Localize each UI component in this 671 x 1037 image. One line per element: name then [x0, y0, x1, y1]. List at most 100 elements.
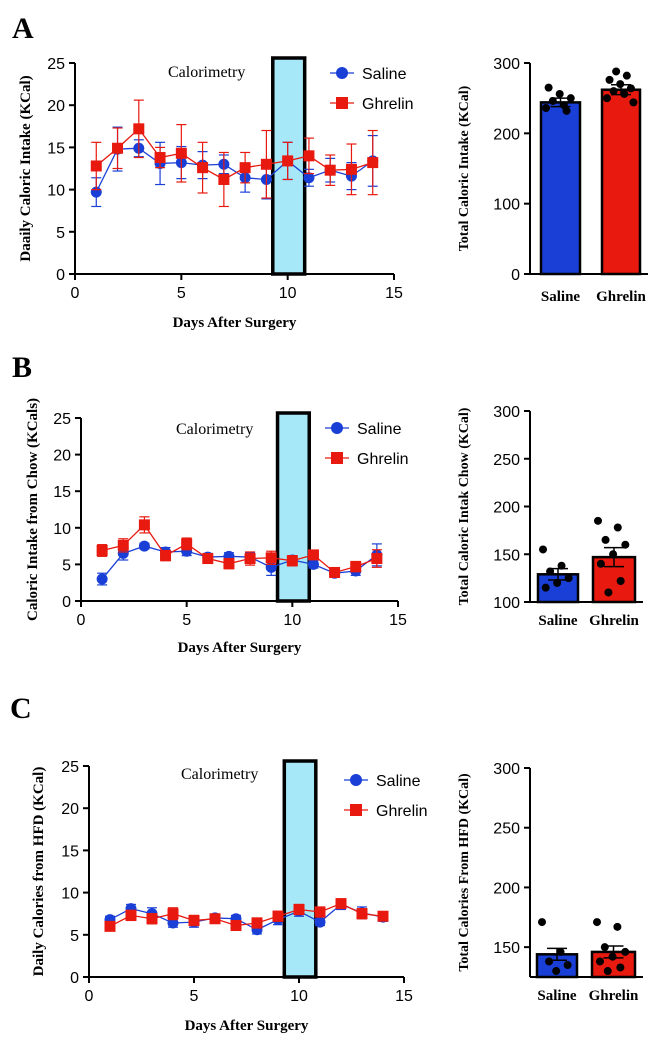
legend-marker-saline — [331, 422, 343, 434]
individual-point — [553, 578, 562, 587]
data-point-ghrelin — [329, 566, 341, 578]
data-point-ghrelin — [286, 555, 298, 567]
legend-label-ghrelin: Ghrelin — [357, 451, 409, 468]
y-tick-label: 15 — [53, 484, 71, 501]
individual-point — [613, 922, 622, 931]
y-tick-label: 0 — [56, 267, 65, 284]
individual-point — [548, 96, 557, 105]
individual-point — [601, 535, 610, 544]
individual-point — [629, 98, 638, 107]
y-tick-label: 15 — [47, 140, 65, 157]
data-point-ghrelin — [125, 909, 137, 921]
individual-point — [616, 963, 625, 972]
data-point-ghrelin — [265, 552, 277, 564]
data-point-ghrelin — [104, 920, 116, 932]
y-tick-label: 250 — [493, 821, 520, 838]
data-point-ghrelin — [282, 155, 294, 167]
legend-marker-ghrelin — [336, 97, 348, 109]
y-tick-label: 25 — [53, 411, 71, 428]
calorimetry-annotation: Calorimetry — [176, 421, 253, 438]
y-tick-label: 200 — [493, 880, 520, 897]
y-tick-label: 150 — [493, 940, 520, 957]
category-label-saline: Saline — [538, 613, 578, 629]
individual-point — [544, 83, 553, 92]
y-tick-label: 100 — [493, 595, 520, 612]
line-chart-panel-c: 0 5 10 15 20 25 0 5 10 15 Daily Calories from HFD … — [31, 759, 428, 1034]
x-axis-label: Days After Surgery — [173, 315, 297, 331]
individual-point — [538, 918, 546, 927]
data-point-ghrelin — [367, 157, 379, 169]
data-point-ghrelin — [117, 539, 129, 551]
individual-point — [621, 540, 630, 549]
y-axis-label: Caloric Intake from Chow (KCals) — [25, 398, 41, 621]
individual-point — [556, 947, 565, 956]
category-label-saline: Saline — [541, 289, 581, 305]
data-point-ghrelin — [209, 913, 221, 925]
x-tick-label: 0 — [71, 285, 80, 302]
y-tick-label: 150 — [493, 547, 520, 564]
data-point-ghrelin — [202, 553, 214, 565]
y-tick-label: 20 — [61, 801, 79, 818]
individual-point — [603, 94, 611, 103]
x-tick-label: 15 — [395, 988, 413, 1005]
individual-point — [608, 952, 617, 961]
data-point-ghrelin — [260, 158, 272, 170]
data-point-saline — [96, 573, 108, 585]
bar-chart-panel-b: Saline Ghrelin 100 150 200 250 300 Total Calori… — [457, 404, 643, 629]
x-tick-label: 10 — [290, 988, 308, 1005]
individual-point — [605, 75, 614, 84]
legend-marker-ghrelin — [331, 452, 343, 464]
data-point-saline — [167, 917, 179, 929]
individual-point — [616, 576, 625, 585]
x-tick-label: 5 — [190, 988, 199, 1005]
individual-point — [613, 523, 622, 532]
individual-point — [539, 545, 547, 554]
legend-label-saline: Saline — [376, 773, 421, 790]
data-point-ghrelin — [175, 147, 187, 159]
individual-point — [596, 559, 605, 568]
data-point-ghrelin — [371, 553, 383, 565]
y-tick-label: 20 — [47, 98, 65, 115]
data-point-ghrelin — [133, 123, 145, 135]
data-point-ghrelin — [223, 558, 235, 570]
y-tick-label: 300 — [493, 56, 520, 73]
y-tick-label: 250 — [493, 452, 520, 469]
data-point-ghrelin — [272, 910, 284, 922]
data-point-ghrelin — [181, 538, 193, 550]
y-tick-label: 20 — [53, 448, 71, 465]
data-point-saline — [307, 558, 319, 570]
individual-point — [564, 574, 573, 583]
individual-point — [595, 957, 604, 966]
x-axis-label: Days After Surgery — [185, 1018, 309, 1034]
panel-letter-C: C — [10, 692, 32, 725]
y-axis-label: Daaily Caloric Intake (KCal) — [18, 75, 34, 261]
individual-point — [563, 961, 572, 970]
individual-point — [604, 588, 613, 597]
data-point-ghrelin — [293, 903, 305, 915]
x-tick-label: 15 — [385, 285, 403, 302]
y-axis-label: Total Caloric Intake (KCal) — [457, 85, 472, 251]
data-point-ghrelin — [303, 150, 315, 162]
individual-point — [603, 967, 612, 976]
legend-label-saline: Saline — [357, 421, 402, 438]
data-point-ghrelin — [197, 162, 209, 174]
category-label-ghrelin: Ghrelin — [589, 613, 639, 629]
legend-label-ghrelin: Ghrelin — [376, 803, 428, 820]
data-point-ghrelin — [377, 910, 389, 922]
individual-point — [622, 71, 631, 80]
individual-point — [545, 957, 554, 966]
x-tick-label: 0 — [85, 988, 94, 1005]
y-tick-label: 10 — [61, 886, 79, 903]
data-point-ghrelin — [90, 160, 102, 172]
legend-marker-saline — [350, 774, 362, 786]
individual-point — [555, 89, 564, 98]
legend-label-ghrelin: Ghrelin — [362, 96, 414, 113]
individual-point — [557, 561, 566, 570]
bar-chart-panel-a: Saline Ghrelin 0 100 200 300 Total Caloric Int… — [457, 56, 648, 305]
data-point-ghrelin — [324, 164, 336, 176]
y-tick-label: 300 — [493, 761, 520, 778]
calorimetry-annotation: Calorimetry — [168, 64, 245, 81]
data-point-ghrelin — [112, 142, 124, 154]
y-tick-label: 5 — [70, 928, 79, 945]
individual-point — [552, 967, 561, 976]
